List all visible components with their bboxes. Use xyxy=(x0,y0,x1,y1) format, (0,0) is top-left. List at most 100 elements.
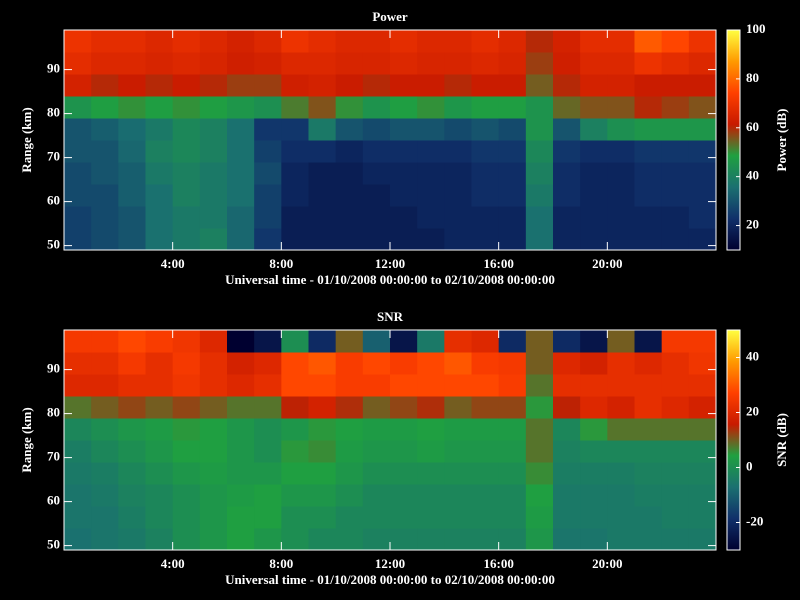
heat-cell xyxy=(308,118,337,141)
heat-cell xyxy=(390,118,418,141)
heat-cell xyxy=(634,30,663,53)
heat-cell xyxy=(91,418,119,441)
heat-cell xyxy=(525,228,554,251)
heat-cell xyxy=(227,118,255,141)
heat-cell xyxy=(498,118,527,141)
heat-cell xyxy=(172,418,201,441)
heat-cell xyxy=(145,418,174,441)
heat-cell xyxy=(390,74,418,97)
heat-cell xyxy=(553,30,581,53)
heat-cell xyxy=(118,440,146,463)
heat-cell xyxy=(199,418,228,441)
heat-cell xyxy=(281,462,309,485)
heat-cell xyxy=(553,352,581,375)
heat-cell xyxy=(417,184,445,207)
plot-title: SNR xyxy=(377,309,404,324)
heat-cell xyxy=(688,418,717,441)
heat-cell xyxy=(91,140,119,163)
heat-cell xyxy=(254,352,282,375)
heat-cell xyxy=(308,418,337,441)
heat-cell xyxy=(688,228,717,251)
heat-cell xyxy=(471,418,500,441)
heat-cell xyxy=(444,30,472,53)
y-tick-label: 70 xyxy=(47,449,60,464)
heat-cell xyxy=(498,184,527,207)
heat-cell xyxy=(688,440,717,463)
heat-cell xyxy=(498,462,527,485)
x-tick-label: 16:00 xyxy=(483,256,513,271)
heat-cell xyxy=(172,228,201,251)
heat-cell xyxy=(308,96,337,119)
heat-cell xyxy=(172,74,201,97)
heat-cell xyxy=(227,162,255,185)
heat-cell xyxy=(553,440,581,463)
heat-cell xyxy=(444,228,472,251)
heat-cell xyxy=(390,330,418,353)
heat-cell xyxy=(553,418,581,441)
heat-cell xyxy=(362,74,391,97)
y-tick-label: 90 xyxy=(47,61,60,76)
heat-cell xyxy=(417,506,445,529)
heat-cell xyxy=(580,484,608,507)
heat-cell xyxy=(661,506,690,529)
heat-cell xyxy=(688,96,717,119)
heat-cell xyxy=(145,162,174,185)
heat-cell xyxy=(199,162,228,185)
heat-cell xyxy=(444,330,472,353)
heat-cell xyxy=(498,330,527,353)
heat-cell xyxy=(580,396,608,419)
heat-cell xyxy=(335,484,364,507)
heat-cell xyxy=(525,528,554,551)
heat-cell xyxy=(390,140,418,163)
heat-cell xyxy=(172,184,201,207)
heat-cell xyxy=(118,74,146,97)
heat-cell xyxy=(118,506,146,529)
heat-cell xyxy=(417,484,445,507)
heat-cell xyxy=(525,330,554,353)
heat-cell xyxy=(64,206,92,229)
heat-cell xyxy=(335,96,364,119)
heat-cell xyxy=(417,462,445,485)
heat-cell xyxy=(145,52,174,75)
heat-cell xyxy=(254,162,282,185)
heat-cell xyxy=(607,184,635,207)
heat-cell xyxy=(688,374,717,397)
heat-cell xyxy=(91,162,119,185)
heat-cell xyxy=(362,506,391,529)
heat-cell xyxy=(417,52,445,75)
heat-cell xyxy=(661,162,690,185)
heat-cell xyxy=(145,118,174,141)
heat-cell xyxy=(634,352,663,375)
heat-cell xyxy=(362,96,391,119)
heat-cell xyxy=(362,396,391,419)
heat-cell xyxy=(172,96,201,119)
heat-cell xyxy=(417,96,445,119)
heat-cell xyxy=(553,506,581,529)
x-tick-label: 20:00 xyxy=(592,256,622,271)
heat-cell xyxy=(417,30,445,53)
heat-cell xyxy=(607,52,635,75)
heat-cell xyxy=(553,206,581,229)
heat-cell xyxy=(634,330,663,353)
heat-cell xyxy=(498,396,527,419)
colorbar-tick-label: -20 xyxy=(746,513,763,528)
heat-cell xyxy=(254,462,282,485)
y-tick-label: 60 xyxy=(47,193,60,208)
heat-cell xyxy=(553,140,581,163)
heat-cell xyxy=(607,206,635,229)
heat-cell xyxy=(91,184,119,207)
heat-cell xyxy=(172,162,201,185)
heat-cell xyxy=(118,206,146,229)
heat-cell xyxy=(91,440,119,463)
y-tick-label: 80 xyxy=(47,105,60,120)
heat-cell xyxy=(417,330,445,353)
heat-cell xyxy=(91,484,119,507)
heat-cell xyxy=(607,228,635,251)
colorbar-tick-label: 20 xyxy=(746,217,759,232)
heat-cell xyxy=(390,462,418,485)
heat-cell xyxy=(661,440,690,463)
heat-cell xyxy=(118,374,146,397)
heat-cell xyxy=(580,228,608,251)
heat-cell xyxy=(362,484,391,507)
heat-cell xyxy=(254,30,282,53)
